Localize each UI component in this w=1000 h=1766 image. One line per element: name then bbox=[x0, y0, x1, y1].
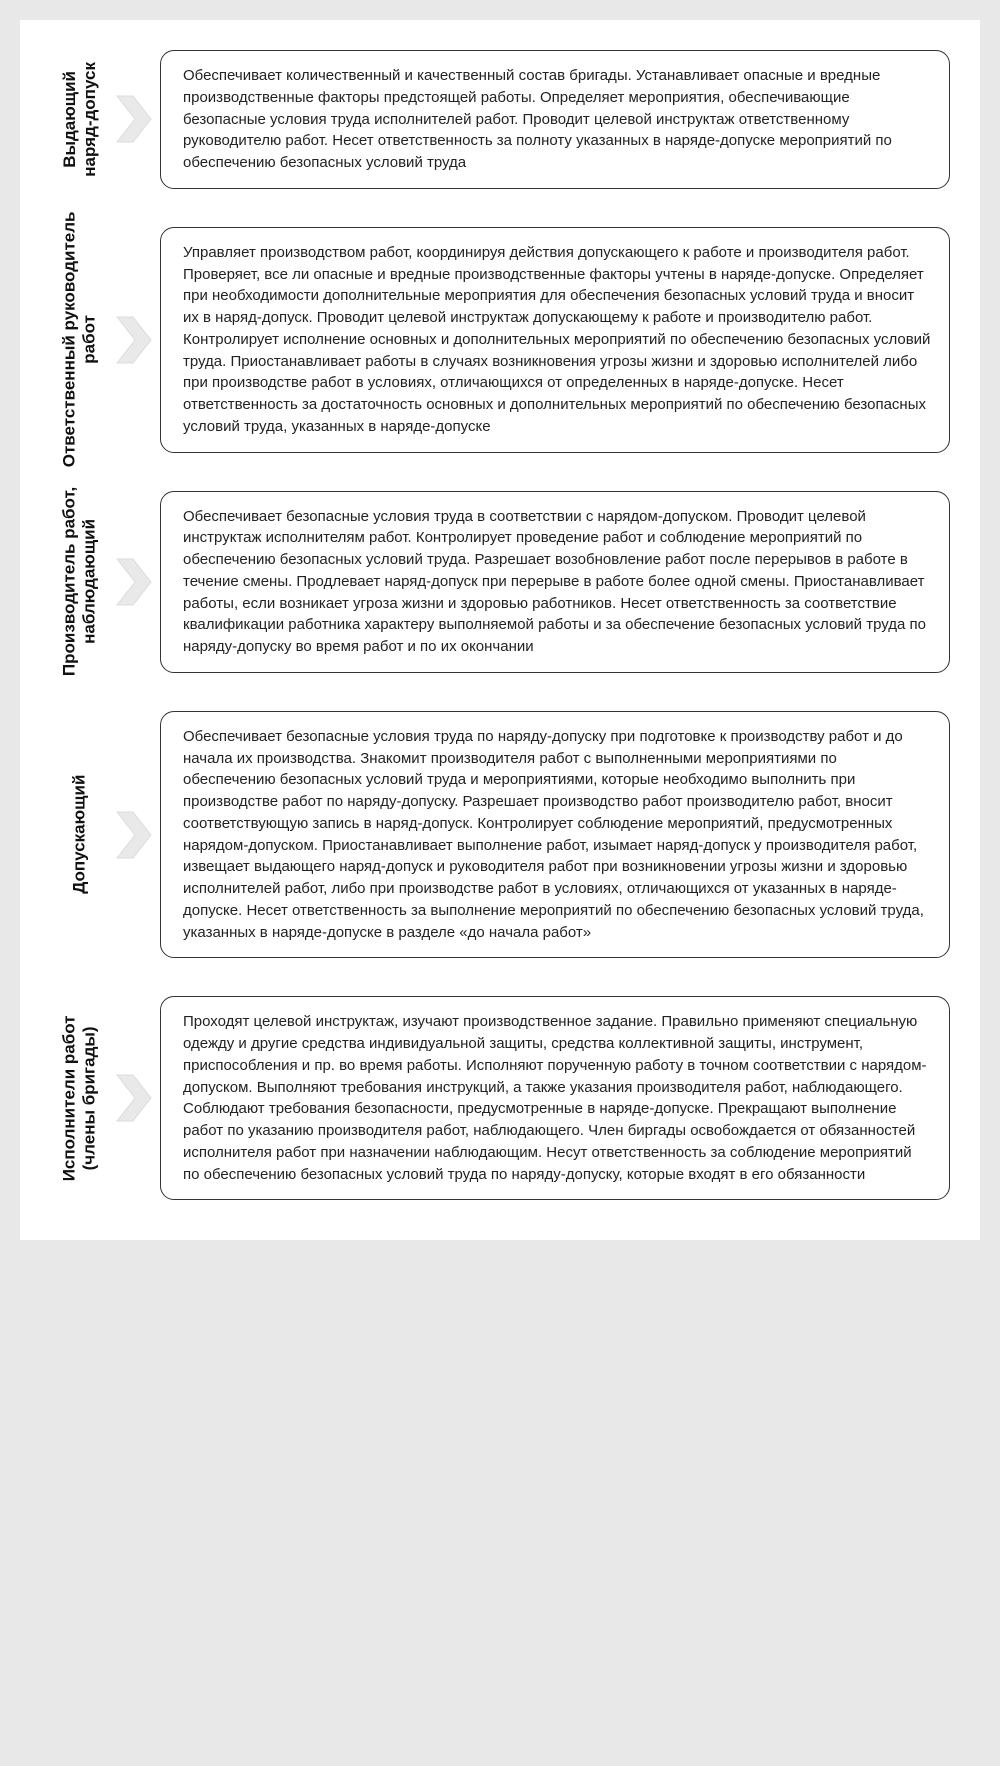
arrow-column bbox=[110, 94, 160, 144]
role-label: Ответственный руководитель работ bbox=[60, 212, 101, 468]
label-column: Исполнители работ (члены бригады) bbox=[50, 1078, 110, 1119]
responsibilities-text: Обеспечивает количественный и качественн… bbox=[183, 65, 931, 174]
section-row: Производитель работ, наблюдающий Обеспеч… bbox=[50, 491, 950, 673]
section-row: Ответственный руководитель работ Управля… bbox=[50, 227, 950, 453]
label-column: Ответственный руководитель работ bbox=[50, 319, 110, 360]
arrow-column bbox=[110, 315, 160, 365]
label-column: Выдающий наряд-допуск bbox=[50, 99, 110, 140]
chevron-right-icon bbox=[115, 557, 155, 607]
chevron-right-icon bbox=[115, 315, 155, 365]
responsibilities-text: Проходят целевой инструктаж, изучают про… bbox=[183, 1011, 931, 1185]
role-label-line1: Выдающий bbox=[60, 71, 79, 168]
chevron-right-icon bbox=[115, 94, 155, 144]
responsibilities-text: Управляет производством работ, координир… bbox=[183, 242, 931, 438]
role-label-line1: Исполнители работ bbox=[60, 1015, 79, 1181]
responsibilities-box: Обеспечивает безопасные условия труда в … bbox=[160, 491, 950, 673]
responsibilities-box: Обеспечивает безопасные условия труда по… bbox=[160, 711, 950, 959]
label-column: Допускающий bbox=[50, 824, 110, 844]
role-label-line1: Ответственный руководитель bbox=[60, 212, 79, 468]
role-label-line1: Производитель работ, bbox=[60, 487, 79, 676]
role-label: Выдающий наряд-допуск bbox=[60, 62, 101, 177]
chevron-right-icon bbox=[115, 1073, 155, 1123]
arrow-column bbox=[110, 557, 160, 607]
page: Выдающий наряд-допуск Обеспечивает колич… bbox=[20, 20, 980, 1240]
responsibilities-box: Обеспечивает количественный и качественн… bbox=[160, 50, 950, 189]
label-column: Производитель работ, наблюдающий bbox=[50, 561, 110, 602]
role-label-line2: наряд-допуск bbox=[80, 62, 99, 177]
chevron-right-icon bbox=[115, 810, 155, 860]
section-row: Допускающий Обеспечивает безопасные усло… bbox=[50, 711, 950, 959]
role-label: Допускающий bbox=[70, 775, 90, 894]
arrow-column bbox=[110, 1073, 160, 1123]
responsibilities-box: Управляет производством работ, координир… bbox=[160, 227, 950, 453]
role-label-line1: Допускающий bbox=[70, 775, 89, 894]
responsibilities-box: Проходят целевой инструктаж, изучают про… bbox=[160, 996, 950, 1200]
role-label-line2: (члены бригады) bbox=[80, 1026, 99, 1170]
section-row: Исполнители работ (члены бригады) Проход… bbox=[50, 996, 950, 1200]
role-label: Исполнители работ (члены бригады) bbox=[60, 1015, 101, 1181]
arrow-column bbox=[110, 810, 160, 860]
responsibilities-text: Обеспечивает безопасные условия труда в … bbox=[183, 506, 931, 658]
section-row: Выдающий наряд-допуск Обеспечивает колич… bbox=[50, 50, 950, 189]
role-label-line2: наблюдающий bbox=[80, 519, 99, 644]
role-label-line2: работ bbox=[80, 315, 99, 364]
responsibilities-text: Обеспечивает безопасные условия труда по… bbox=[183, 726, 931, 944]
role-label: Производитель работ, наблюдающий bbox=[60, 487, 101, 676]
